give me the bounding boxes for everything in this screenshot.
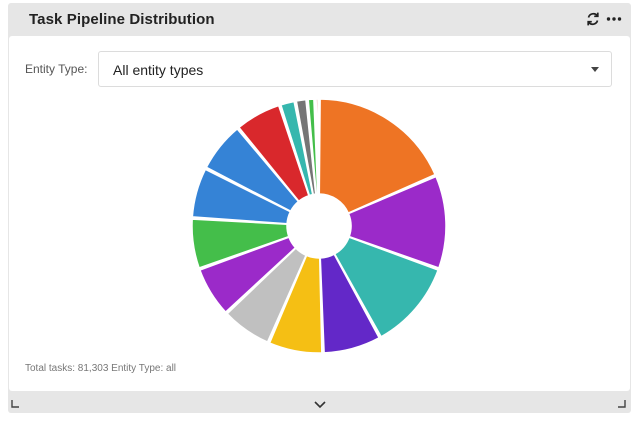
pie-slice-2[interactable] [347,175,447,269]
pie-slice-7[interactable] [199,236,297,313]
pie-slice-6[interactable] [226,247,307,343]
pie-slice-1[interactable] [318,98,436,214]
more-options-icon[interactable] [605,10,623,28]
entity-type-label: Entity Type: [25,62,88,76]
pie-slice-10[interactable] [205,128,300,212]
pie-slice-5[interactable] [268,254,323,354]
entity-type-value: All entity types [113,62,204,78]
resize-handle-right-icon[interactable] [618,400,626,408]
pie-slice-4[interactable] [319,253,380,354]
pie-slice-15[interactable] [315,98,320,195]
pie-slice-11[interactable] [238,104,310,202]
widget-body: Entity Type: All entity types Total task… [9,36,630,391]
pie-slice-9[interactable] [191,168,292,225]
pipeline-widget: Task Pipeline Distribution Entity Type: … [8,3,631,413]
chevron-down-icon [591,67,599,72]
pie-slice-3[interactable] [333,236,439,338]
expand-chevron-icon[interactable] [314,401,326,409]
refresh-icon[interactable] [584,10,602,28]
resize-handle-left-icon[interactable] [11,400,19,408]
summary-text: Total tasks: 81,303 Entity Type: all [25,363,177,374]
widget-title: Task Pipeline Distribution [29,11,215,28]
pie-slice-8[interactable] [191,218,290,269]
donut-chart [191,98,447,354]
widget-header: Task Pipeline Distribution [8,3,631,35]
entity-type-select[interactable]: All entity types [98,51,612,87]
